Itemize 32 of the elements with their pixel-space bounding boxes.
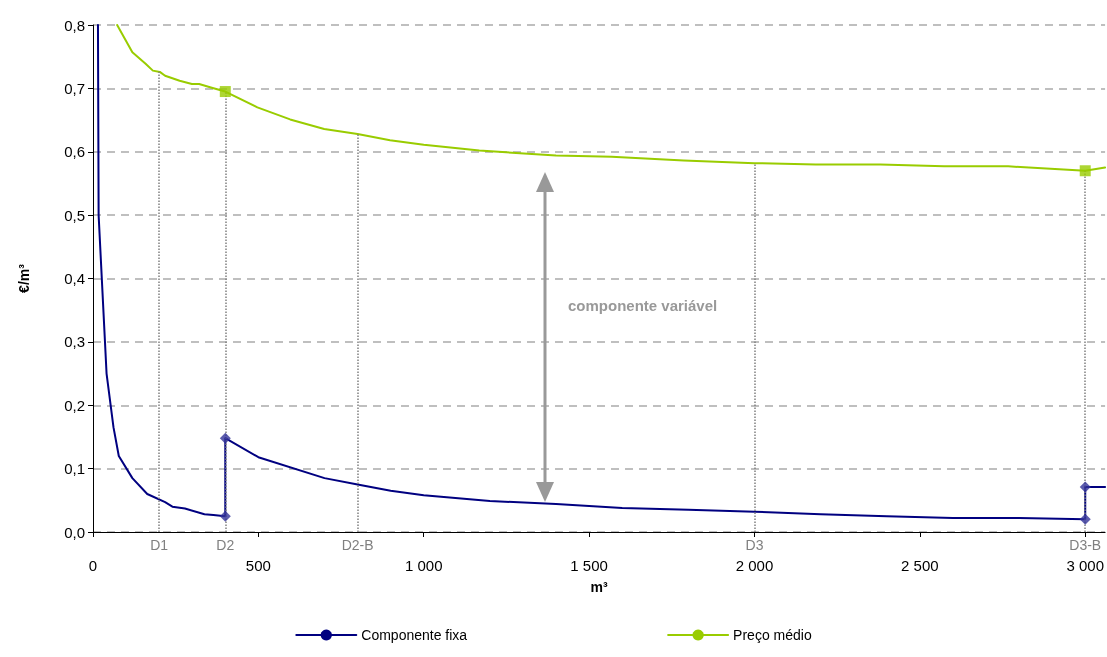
legend-label: Preço médio — [733, 627, 812, 643]
y-axis-title: €/m³ — [16, 263, 32, 293]
ref-line-label: D2 — [216, 537, 235, 553]
y-tick-label: 0,4 — [64, 270, 85, 287]
x-tick-label: 2 000 — [735, 557, 774, 574]
x-tick-label: 1 500 — [570, 557, 608, 574]
point — [219, 432, 231, 444]
y-tick-label: 0,8 — [64, 16, 85, 34]
legend-label: Componente fixa — [361, 627, 468, 643]
ref-line-label: D3 — [745, 537, 764, 553]
y-tick-label: 0,5 — [64, 206, 85, 224]
ref-line-label: D1 — [150, 537, 169, 553]
x-axis-title: m³ — [590, 579, 608, 595]
point — [1079, 481, 1091, 493]
x-tick-label: 1 000 — [404, 557, 443, 574]
y-tick-label: 0,1 — [64, 460, 85, 478]
x-tick-label: 0 — [88, 557, 98, 574]
y-tick-label: 0,7 — [64, 79, 85, 97]
x-tick-label: 500 — [245, 557, 271, 574]
x-tick-label: 2 500 — [901, 557, 939, 574]
x-tick-label: 3 000 — [1066, 557, 1105, 574]
y-tick-label: 0,2 — [64, 396, 85, 414]
point — [1079, 165, 1091, 177]
annotation: componente variável — [568, 297, 718, 314]
ref-line-label: D3-B — [1069, 537, 1102, 553]
point — [219, 86, 231, 98]
point — [1079, 513, 1091, 525]
y-tick-label: 0,6 — [64, 143, 85, 161]
point — [219, 510, 231, 522]
y-tick-label: 0,3 — [64, 333, 85, 351]
y-tick-label: 0,0 — [64, 523, 85, 541]
ref-line-label: D2-B — [341, 537, 374, 553]
